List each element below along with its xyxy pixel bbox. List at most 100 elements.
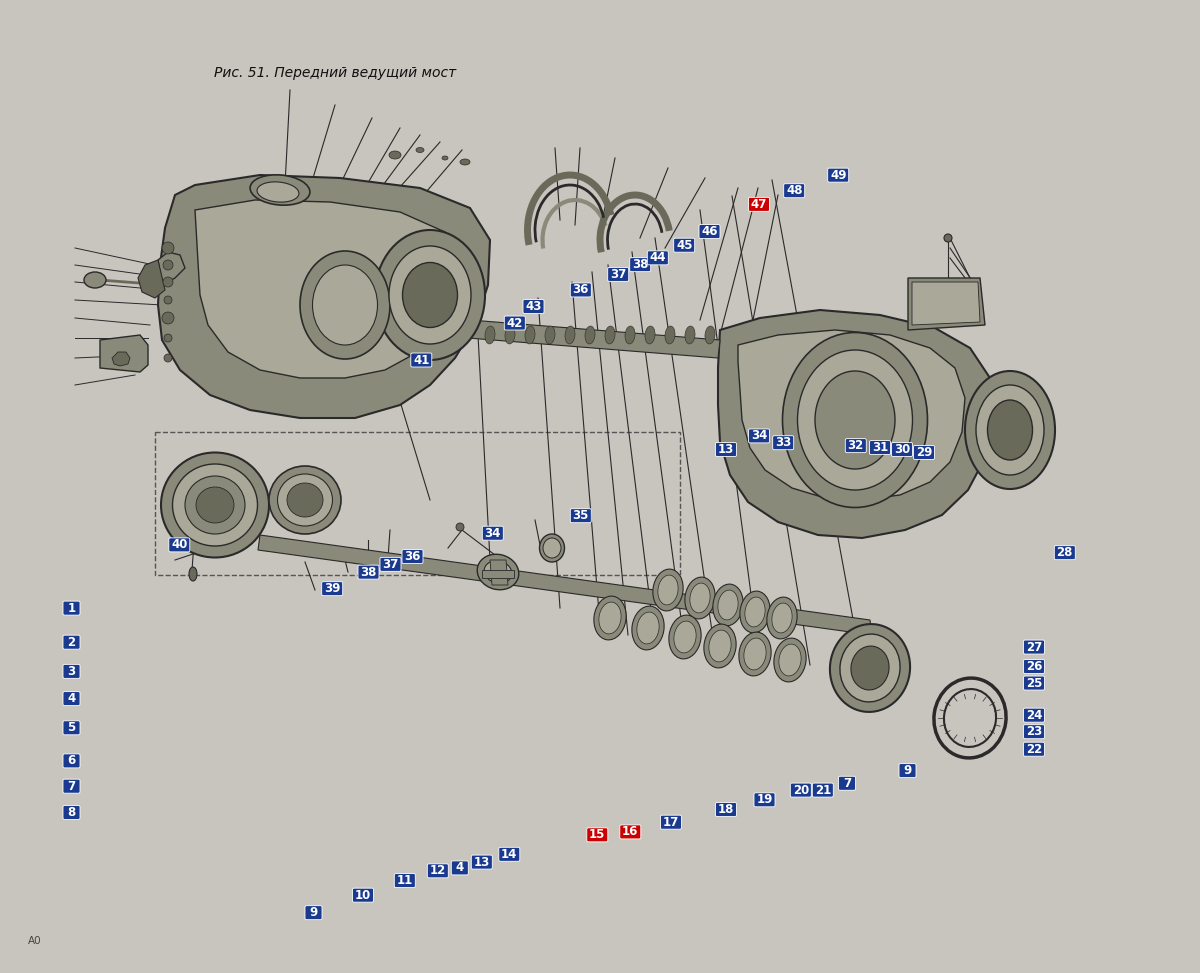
FancyBboxPatch shape [673, 238, 695, 252]
Text: 31: 31 [872, 441, 888, 454]
Polygon shape [468, 320, 720, 358]
Text: 20: 20 [793, 783, 809, 797]
Ellipse shape [545, 326, 556, 344]
Ellipse shape [644, 326, 655, 344]
Text: 40: 40 [172, 538, 187, 552]
FancyBboxPatch shape [749, 198, 769, 211]
FancyBboxPatch shape [791, 783, 811, 797]
FancyBboxPatch shape [410, 353, 432, 367]
Text: 36: 36 [404, 550, 421, 563]
FancyBboxPatch shape [812, 783, 833, 797]
Text: 41: 41 [413, 353, 430, 367]
Ellipse shape [257, 182, 299, 202]
Ellipse shape [685, 577, 715, 619]
FancyBboxPatch shape [353, 888, 373, 902]
FancyBboxPatch shape [892, 443, 912, 456]
FancyBboxPatch shape [402, 550, 424, 563]
FancyBboxPatch shape [1024, 708, 1044, 722]
Text: А0: А0 [28, 936, 41, 946]
FancyBboxPatch shape [305, 906, 322, 919]
Text: 49: 49 [830, 168, 846, 182]
Text: 19: 19 [756, 793, 773, 807]
Ellipse shape [851, 646, 889, 690]
Ellipse shape [484, 560, 512, 583]
Ellipse shape [653, 569, 683, 611]
Ellipse shape [164, 296, 172, 304]
Text: 45: 45 [676, 238, 692, 252]
Ellipse shape [599, 602, 622, 634]
Ellipse shape [584, 326, 595, 344]
Text: 46: 46 [701, 225, 718, 238]
Ellipse shape [713, 584, 743, 626]
Text: 29: 29 [916, 446, 932, 459]
Text: 32: 32 [847, 439, 864, 452]
Text: 42: 42 [506, 316, 523, 330]
Ellipse shape [162, 242, 174, 254]
FancyBboxPatch shape [715, 803, 737, 816]
Ellipse shape [658, 575, 678, 605]
Text: 43: 43 [526, 300, 541, 313]
Text: 48: 48 [786, 184, 803, 198]
Text: 8: 8 [67, 806, 76, 819]
Ellipse shape [988, 400, 1032, 460]
Ellipse shape [674, 621, 696, 653]
Text: 37: 37 [383, 558, 398, 571]
FancyBboxPatch shape [64, 754, 80, 768]
Text: Рис. 51. Передний ведущий мост: Рис. 51. Передний ведущий мост [215, 66, 457, 80]
Polygon shape [908, 278, 985, 330]
Text: 44: 44 [649, 251, 666, 265]
Ellipse shape [389, 151, 401, 159]
Ellipse shape [287, 483, 323, 517]
Ellipse shape [772, 603, 792, 632]
Text: 7: 7 [842, 776, 851, 790]
Ellipse shape [300, 251, 390, 359]
Text: 37: 37 [610, 268, 626, 281]
Ellipse shape [665, 326, 676, 344]
FancyBboxPatch shape [1024, 676, 1044, 690]
Text: 25: 25 [1026, 676, 1042, 690]
FancyBboxPatch shape [630, 258, 650, 271]
FancyBboxPatch shape [358, 565, 379, 579]
FancyBboxPatch shape [754, 793, 775, 807]
Ellipse shape [976, 385, 1044, 475]
Text: 36: 36 [572, 283, 589, 297]
Text: 26: 26 [1026, 660, 1042, 673]
Text: 27: 27 [1026, 640, 1042, 654]
Ellipse shape [505, 326, 515, 344]
Ellipse shape [830, 624, 910, 712]
Ellipse shape [524, 326, 535, 344]
Text: 17: 17 [662, 815, 679, 829]
Polygon shape [490, 560, 508, 585]
FancyBboxPatch shape [1055, 546, 1075, 559]
Ellipse shape [84, 272, 106, 288]
Text: 21: 21 [815, 783, 830, 797]
Text: 9: 9 [904, 764, 912, 777]
FancyBboxPatch shape [322, 582, 343, 595]
Ellipse shape [965, 371, 1055, 489]
FancyBboxPatch shape [839, 776, 856, 790]
Ellipse shape [460, 159, 470, 165]
Text: 24: 24 [1026, 708, 1042, 722]
FancyBboxPatch shape [472, 855, 492, 869]
FancyBboxPatch shape [64, 665, 80, 678]
Ellipse shape [542, 538, 562, 558]
Text: 16: 16 [622, 825, 638, 839]
Text: 34: 34 [485, 526, 500, 540]
Text: 28: 28 [1057, 546, 1073, 559]
Ellipse shape [690, 583, 710, 613]
Ellipse shape [594, 596, 626, 640]
FancyBboxPatch shape [784, 184, 805, 198]
FancyBboxPatch shape [64, 635, 80, 649]
Ellipse shape [709, 631, 731, 662]
Ellipse shape [840, 634, 900, 702]
Text: 4: 4 [456, 861, 464, 875]
Text: 3: 3 [67, 665, 76, 678]
Text: 33: 33 [775, 436, 791, 450]
Ellipse shape [944, 234, 952, 242]
Text: 4: 4 [67, 692, 76, 705]
FancyBboxPatch shape [64, 721, 80, 735]
Ellipse shape [668, 615, 701, 659]
FancyBboxPatch shape [64, 806, 80, 819]
FancyBboxPatch shape [395, 874, 415, 887]
Polygon shape [138, 260, 166, 298]
